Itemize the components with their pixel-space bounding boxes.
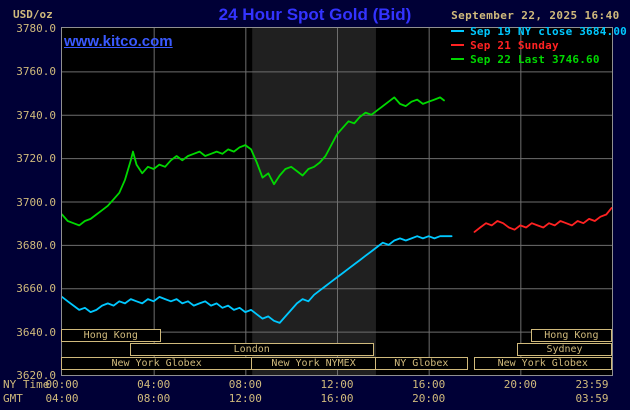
x-tick-label: 00:00 (45, 378, 79, 391)
legend: Sep 19 NY close 3684.00 Sep 21 Sunday Sep … (451, 24, 627, 66)
session-box: Sydney (517, 343, 612, 356)
session-box: Hong Kong (530, 329, 612, 342)
session-box: Hong Kong (61, 329, 161, 342)
x-tick-label: 08:00 (137, 392, 171, 405)
x-tick-label: 12:00 (320, 378, 354, 391)
x-tick-label: 03:59 (575, 392, 609, 405)
x-tick-label: 16:00 (320, 392, 354, 405)
legend-item: Sep 21 Sunday (451, 38, 627, 52)
legend-block: September 22, 2025 16:40 Sep 19 NY close… (451, 9, 627, 66)
x-tick-label: 20:00 (503, 378, 537, 391)
x-axis-label-gmt: GMT (3, 392, 23, 405)
y-tick-label: 3700.0 (16, 195, 56, 209)
legend-item-label: Sep 22 Last 3746.60 (470, 52, 600, 66)
legend-dash-icon (451, 30, 465, 32)
y-tick-label: 3740.0 (16, 108, 56, 122)
market-sessions: Hong Kong Hong Kong London Sydney New York G… (61, 28, 612, 375)
chart-datetime: September 22, 2025 16:40 (451, 9, 620, 22)
legend-item: Sep 22 Last 3746.60 (451, 52, 627, 66)
x-tick-label: 16:00 (412, 378, 446, 391)
x-tick-label: 08:00 (228, 378, 262, 391)
x-tick-label: 23:59 (575, 378, 609, 391)
y-tick-label: 3640.0 (16, 325, 56, 339)
session-box: London (129, 343, 374, 356)
x-tick-label: 04:00 (137, 378, 171, 391)
y-tick-label: 3680.0 (16, 238, 56, 252)
plot-area: Hong Kong Hong Kong London Sydney New York G… (61, 27, 613, 376)
x-tick-label: 12:00 (228, 392, 262, 405)
y-tick-label: 3620.0 (16, 369, 56, 382)
y-tick-label: 3760.0 (16, 65, 56, 79)
legend-dash-icon (451, 58, 465, 60)
legend-item-label: Sep 19 NY close 3684.00 (470, 24, 627, 38)
kitco-website-link[interactable]: www.kitco.com (64, 33, 173, 50)
x-tick-label: 04:00 (45, 392, 79, 405)
y-axis-units-label: USD/oz (13, 8, 53, 21)
x-tick-label: 20:00 (412, 392, 446, 405)
session-box: New York NYMEX (251, 357, 376, 370)
y-tick-label: 3720.0 (16, 152, 56, 166)
legend-dash-icon (451, 44, 465, 46)
y-tick-label: 3780.0 (16, 22, 56, 35)
x-axis-label-ny-time: NY Time (3, 378, 50, 391)
session-box: New York Globex (473, 357, 612, 370)
legend-item-label: Sep 21 Sunday (470, 38, 559, 52)
legend-item: Sep 19 NY close 3684.00 (451, 24, 627, 38)
session-box: New York Globex (61, 357, 253, 370)
y-tick-label: 3660.0 (16, 282, 56, 296)
chart-title: 24 Hour Spot Gold (Bid) (218, 5, 412, 24)
session-box: NY Globex (374, 357, 468, 370)
